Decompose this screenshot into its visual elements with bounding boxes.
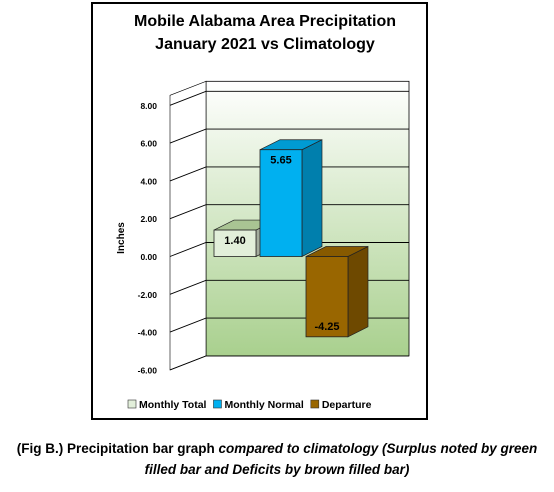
y-tick-label: -4.00 bbox=[138, 328, 158, 338]
gridline bbox=[169, 166, 409, 182]
bar-side bbox=[301, 139, 323, 258]
y-tick-label: 2.00 bbox=[140, 214, 157, 224]
y-axis-label: Inches bbox=[116, 222, 127, 254]
gridline bbox=[169, 204, 409, 220]
legend: Monthly Total Monthly Normal Departure bbox=[127, 399, 372, 411]
gridline bbox=[169, 242, 409, 257]
bar bbox=[213, 229, 257, 257]
y-tick-label: -6.00 bbox=[138, 365, 158, 375]
data-label: -4.25 bbox=[314, 321, 339, 333]
chart-container: Mobile Alabama Area Precipitation Januar… bbox=[91, 2, 428, 420]
figure-caption: (Fig B.) Precipitation bar graph compare… bbox=[0, 438, 554, 480]
side-wall bbox=[169, 80, 207, 371]
plot-area: 8.00 6.00 4.00 2.00 0.00 -2.00 -4.00 -6.00 1.40 5… bbox=[138, 80, 410, 375]
legend-swatch bbox=[127, 399, 137, 409]
legend-label: Monthly Normal bbox=[224, 399, 303, 411]
bar-side bbox=[347, 245, 369, 338]
bar bbox=[259, 149, 303, 257]
legend-label: Monthly Total bbox=[139, 399, 207, 411]
gridline bbox=[169, 355, 409, 371]
y-tick-label: 6.00 bbox=[140, 139, 157, 149]
y-tick-label: 8.00 bbox=[140, 101, 157, 111]
caption-part2: compared to climatology (Surplus noted b… bbox=[144, 441, 538, 477]
legend-swatch bbox=[213, 399, 222, 409]
data-label: 5.65 bbox=[270, 155, 291, 167]
gridline bbox=[169, 90, 409, 106]
chart-title-line2: January 2021 vs Climatology bbox=[155, 36, 375, 53]
y-tick-label: 0.00 bbox=[140, 252, 157, 262]
legend-label: Departure bbox=[322, 399, 372, 411]
gridline bbox=[169, 128, 409, 144]
data-label: 1.40 bbox=[224, 235, 245, 247]
y-tick-label: -2.00 bbox=[138, 290, 158, 300]
precipitation-chart: Mobile Alabama Area Precipitation Januar… bbox=[91, 2, 428, 420]
legend-swatch bbox=[310, 399, 320, 409]
caption-part1: (Fig B.) Precipitation bar graph bbox=[16, 441, 219, 456]
y-tick-label: 4.00 bbox=[140, 176, 157, 186]
bar bbox=[305, 256, 349, 338]
chart-title-line1: Mobile Alabama Area Precipitation bbox=[134, 13, 396, 30]
